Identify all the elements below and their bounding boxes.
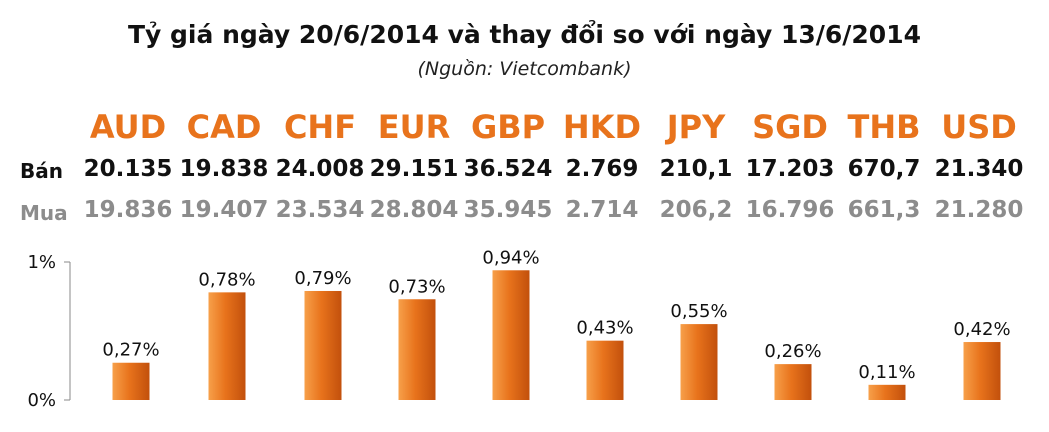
- bar-sgd: [774, 364, 812, 400]
- ban-value-usd: 21.340: [934, 156, 1024, 182]
- bar-usd: [963, 342, 1001, 400]
- ban-value-jpy: 210,1: [659, 156, 733, 182]
- currency-code-hkd: HKD: [562, 108, 642, 146]
- ban-value-eur: 29.151: [369, 156, 459, 182]
- data-label-jpy: 0,55%: [670, 301, 727, 322]
- bar-cad: [208, 292, 246, 400]
- currency-code-thb: THB: [847, 108, 921, 146]
- chart-title: Tỷ giá ngày 20/6/2014 và thay đổi so với…: [127, 20, 921, 49]
- currency-code-sgd: SGD: [752, 108, 828, 146]
- ban-value-chf: 24.008: [275, 156, 365, 182]
- currency-code-cad: CAD: [186, 108, 262, 146]
- chart-subtitle: (Nguồn: Vietcombank): [417, 58, 632, 80]
- ban-value-sgd: 17.203: [745, 156, 835, 182]
- currency-code-gbp: GBP: [470, 108, 546, 146]
- y-tick-label: 1%: [27, 252, 56, 273]
- bar-gbp: [492, 270, 530, 400]
- currency-code-jpy: JPY: [666, 108, 726, 146]
- mua-value-thb: 661,3: [847, 197, 921, 223]
- data-label-eur: 0,73%: [388, 276, 445, 297]
- data-label-aud: 0,27%: [102, 340, 159, 361]
- mua-value-cad: 19.407: [179, 197, 269, 223]
- mua-row-label: Mua: [20, 201, 68, 225]
- currency-code-chf: CHF: [283, 108, 357, 146]
- currency-code-aud: AUD: [89, 108, 167, 146]
- ban-value-hkd: 2.769: [565, 156, 639, 182]
- ban-value-cad: 19.838: [179, 156, 269, 182]
- ban-value-aud: 20.135: [83, 156, 173, 182]
- mua-value-usd: 21.280: [934, 197, 1024, 223]
- currency-code-usd: USD: [941, 108, 1017, 146]
- mua-value-jpy: 206,2: [659, 197, 733, 223]
- mua-value-gbp: 35.945: [463, 197, 553, 223]
- bar-thb: [868, 384, 906, 400]
- data-label-cad: 0,78%: [198, 269, 255, 290]
- data-label-usd: 0,42%: [953, 319, 1010, 340]
- bar-hkd: [586, 340, 624, 400]
- mua-value-eur: 28.804: [369, 197, 459, 223]
- currency-header-row: AUD CAD CHF EUR GBP HKD JPY SGD THB USD: [0, 108, 1049, 148]
- mua-row: Mua 19.836 19.407 23.534 28.804 35.945 2.714 2…: [0, 197, 1049, 237]
- data-label-hkd: 0,43%: [576, 318, 633, 339]
- mua-value-aud: 19.836: [83, 197, 173, 223]
- data-label-sgd: 0,26%: [764, 341, 821, 362]
- data-label-chf: 0,79%: [294, 268, 351, 289]
- ban-row: Bán 20.135 19.838 24.008 29.151 36.524 2.769 2…: [0, 156, 1049, 196]
- bar-eur: [398, 299, 436, 400]
- ban-value-gbp: 36.524: [463, 156, 553, 182]
- ban-row-label: Bán: [20, 159, 63, 183]
- bar-chf: [304, 290, 342, 400]
- mua-value-hkd: 2.714: [565, 197, 639, 223]
- data-label-gbp: 0,94%: [482, 247, 539, 268]
- bar-aud: [112, 362, 150, 400]
- mua-value-sgd: 16.796: [745, 197, 835, 223]
- currency-code-eur: EUR: [377, 108, 451, 146]
- ban-value-thb: 670,7: [847, 156, 921, 182]
- mua-value-chf: 23.534: [275, 197, 365, 223]
- bar-jpy: [680, 324, 718, 400]
- data-label-thb: 0,11%: [858, 362, 915, 383]
- y-tick-label: 0%: [27, 390, 56, 411]
